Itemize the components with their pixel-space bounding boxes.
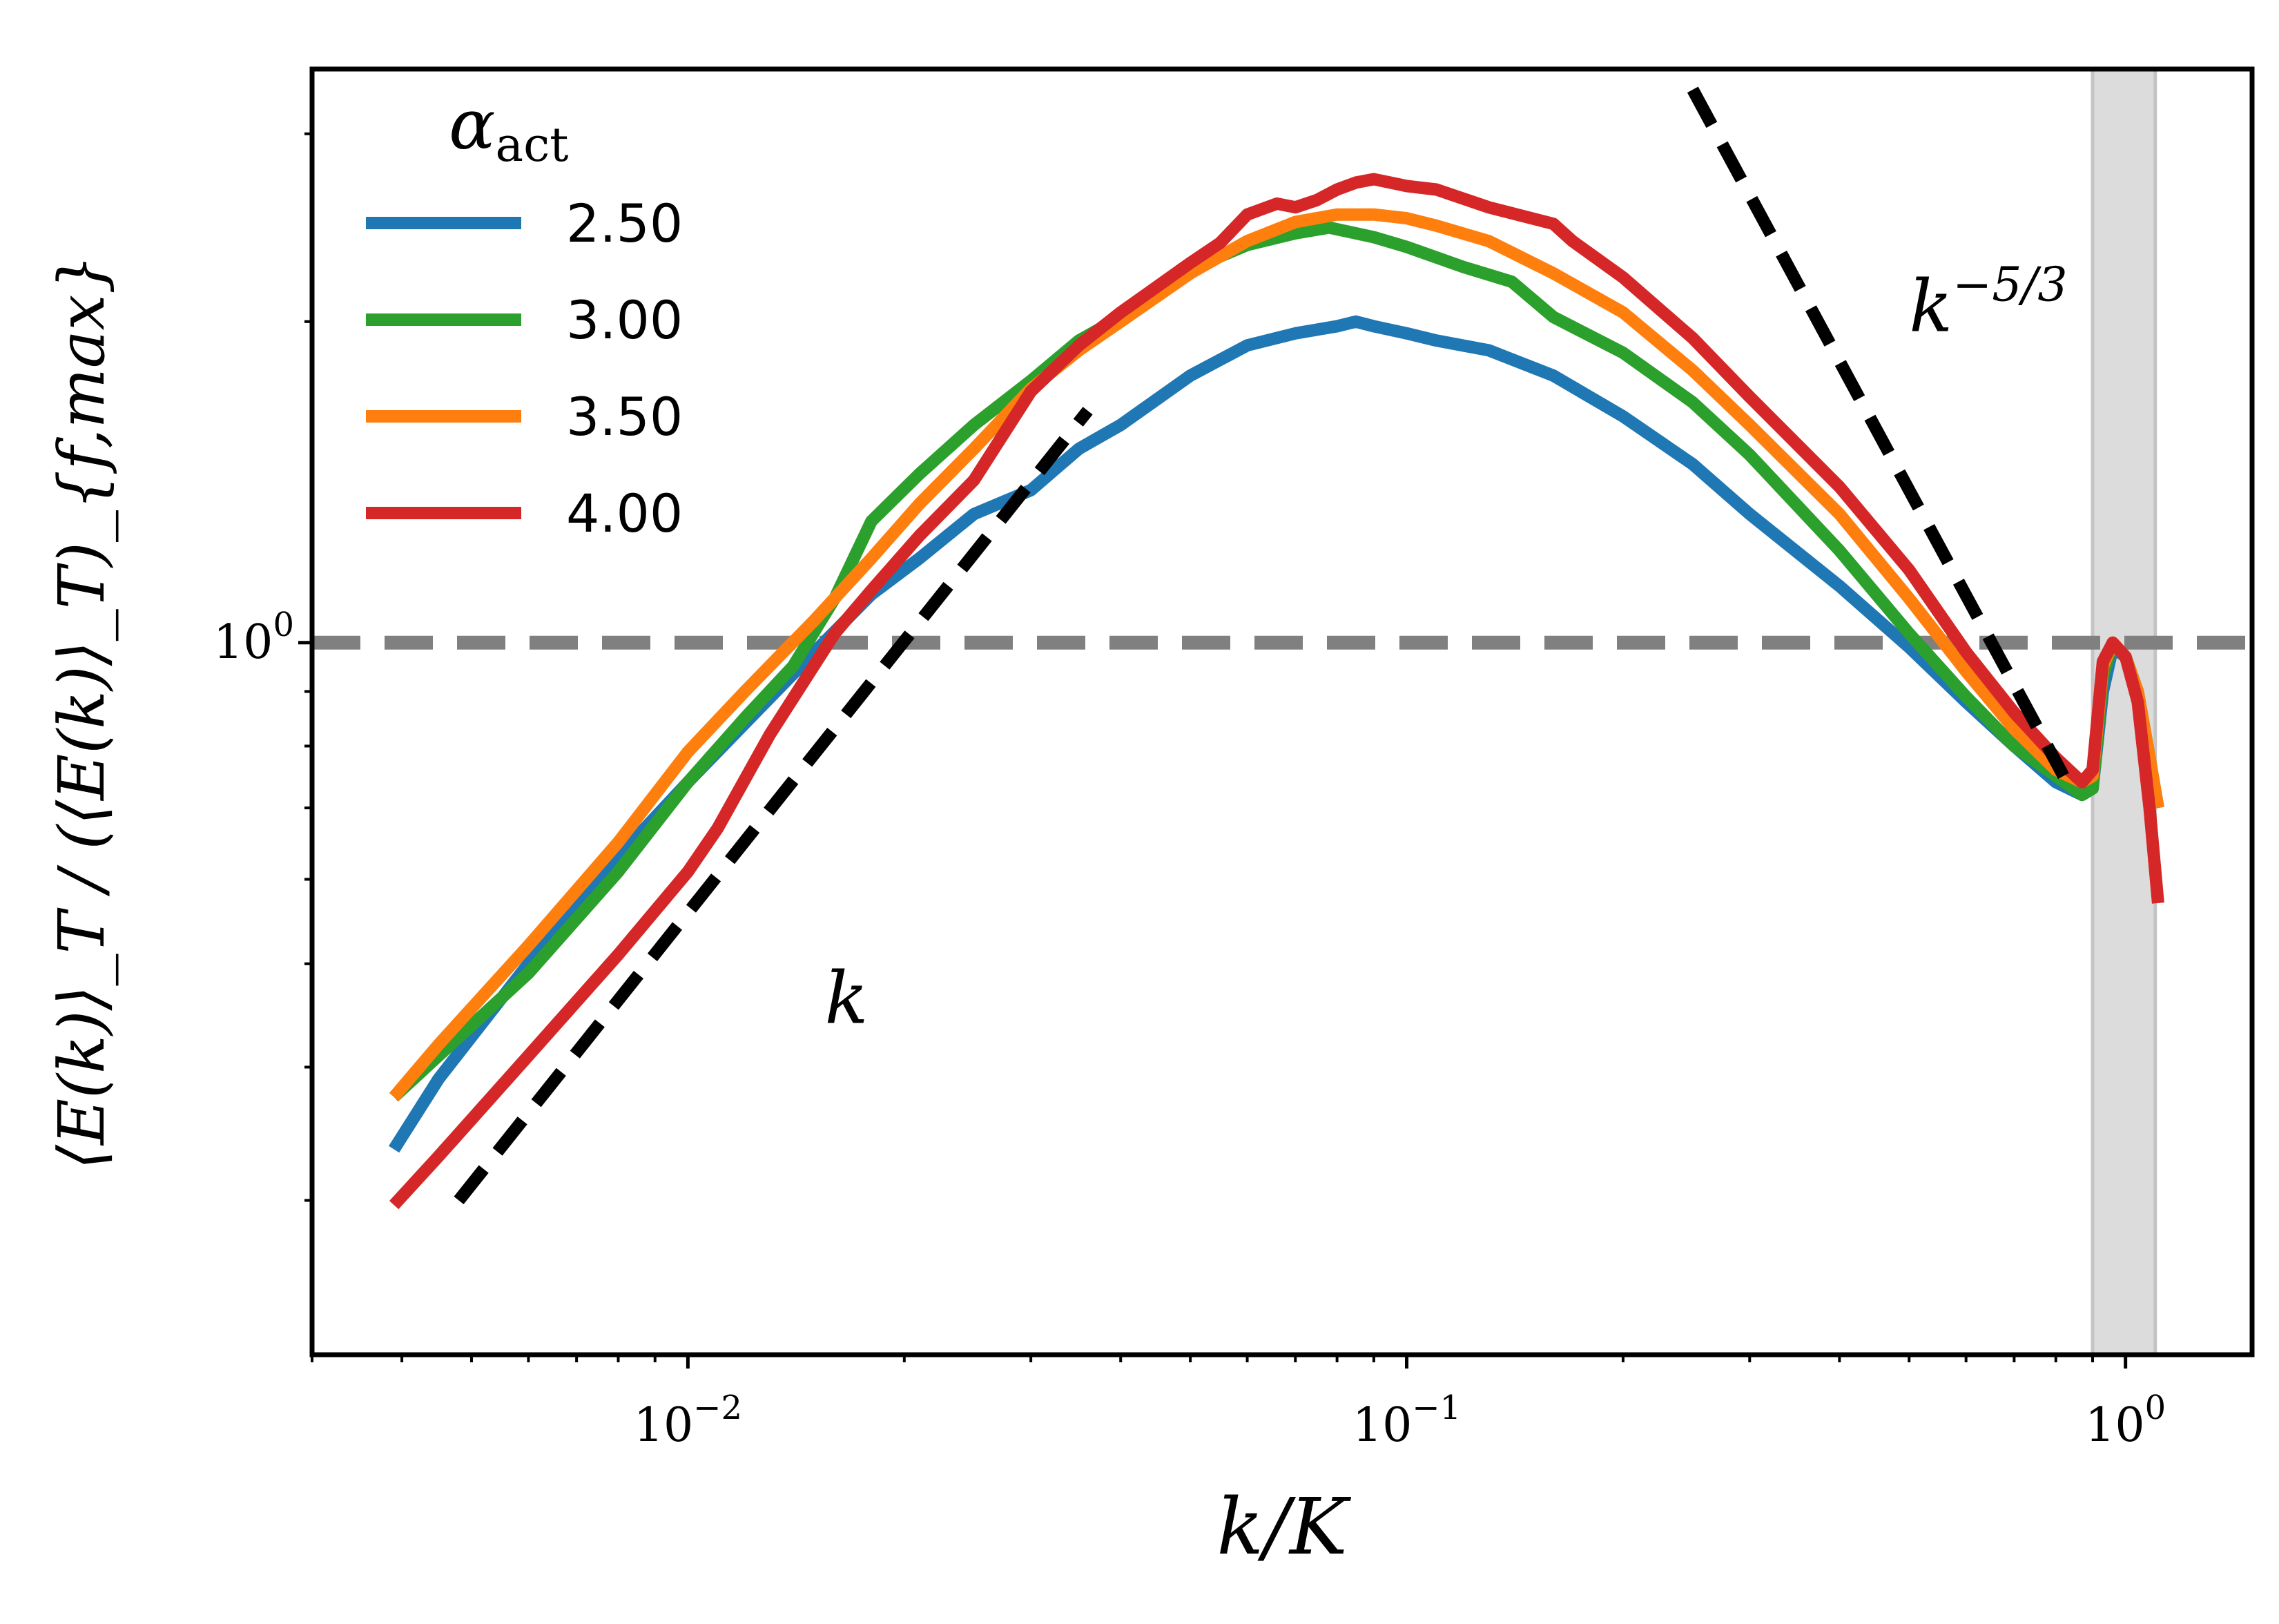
x-tick-label-exponent: −2 — [693, 1389, 742, 1427]
slope-k-label-base: k — [825, 956, 869, 1041]
slope-k-label: k — [825, 956, 869, 1041]
x-tick-label-exponent: −1 — [1412, 1389, 1461, 1427]
x-axis-ticks: 10−2 10−1 100 — [311, 1355, 2166, 1453]
y-tick-label-exponent: 0 — [273, 606, 294, 644]
legend-entries: 2.50 3.00 3.50 4.00 — [366, 193, 683, 544]
x-axis-label: k/K — [1216, 1482, 1352, 1572]
y-tick-label-base: 10 — [213, 615, 273, 670]
series-layer — [388, 173, 2164, 1210]
legend-title-subscript: act — [496, 118, 569, 173]
plot-frame — [309, 66, 2255, 1357]
y-axis-ticks: 100 — [213, 132, 312, 1202]
legend-label-4.00: 4.00 — [566, 483, 683, 544]
x-tick-label-base: 10 — [2085, 1398, 2145, 1453]
legend-label-3.00: 3.00 — [566, 289, 683, 351]
annotation-layer: kk−5/3 — [825, 258, 2068, 1040]
legend-label-3.50: 3.50 — [566, 386, 683, 447]
legend-title: αact — [449, 84, 568, 173]
x-tick-label: 10−1 — [1352, 1389, 1461, 1453]
x-tick-label-base: 10 — [1352, 1398, 1413, 1453]
slope-lines-layer — [454, 86, 2069, 1205]
x-tick-label-exponent: 0 — [2145, 1389, 2166, 1427]
series-line-4.00 — [389, 173, 2164, 1210]
plot-area — [312, 69, 2252, 1355]
series-line-3.00 — [389, 221, 2164, 1102]
x-tick-label: 100 — [2085, 1389, 2166, 1453]
slope-k-5/3-label: k−5/3 — [1909, 258, 2067, 348]
x-tick-label: 10−2 — [634, 1389, 742, 1453]
slope-k-5/3-line — [1687, 86, 2069, 780]
legend-title-symbol: α — [449, 84, 496, 165]
slope-k-line — [454, 407, 1093, 1205]
x-tick-label-base: 10 — [634, 1398, 694, 1453]
y-tick-label: 100 — [213, 606, 294, 670]
legend: αact 2.50 3.00 3.50 4.00 — [366, 84, 683, 544]
y-axis-label: ⟨E(k)⟩_T / (⟨E(k)⟩_T)_{f,max} — [45, 254, 119, 1170]
slope-k-5/3-label-base: k — [1909, 264, 1952, 348]
slope-k-5/3-label-exponent: −5/3 — [1952, 258, 2067, 312]
legend-label-2.50: 2.50 — [566, 193, 683, 254]
